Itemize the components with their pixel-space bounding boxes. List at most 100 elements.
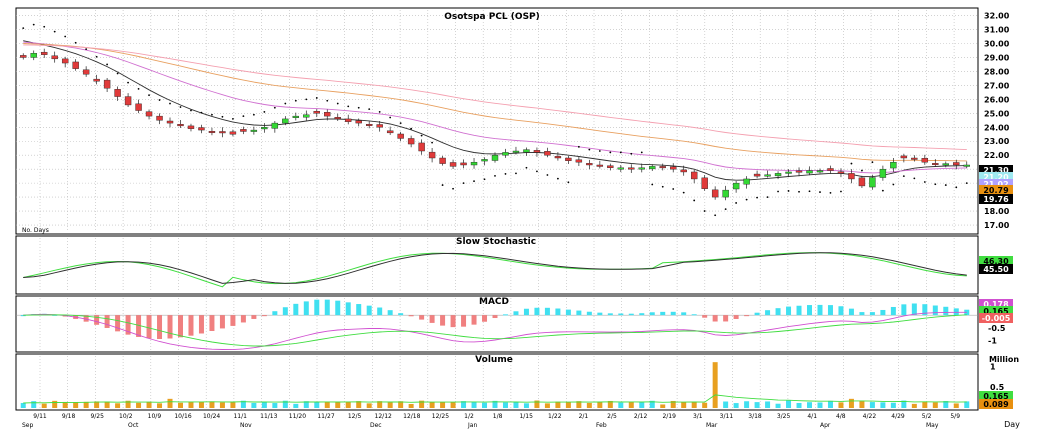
candle-body (953, 162, 960, 166)
macd-histogram-bar (597, 312, 603, 316)
volume-bar (765, 401, 771, 408)
volume-bar (482, 402, 488, 408)
sar-dot (787, 190, 790, 192)
sar-dot (74, 41, 77, 44)
macd-histogram-bar (848, 308, 854, 316)
candle-body (827, 168, 834, 171)
macd-title: MACD (479, 297, 509, 307)
macd-histogram-bar (125, 315, 131, 335)
sar-dot (630, 152, 633, 155)
price-axis-tick-label: 22.00 (984, 151, 1010, 160)
sar-dot (127, 81, 129, 84)
price-last-value-tag-text: 21.30 (983, 166, 1009, 175)
sar-dot (389, 116, 392, 119)
volume-bar (513, 402, 519, 408)
sar-dot (32, 23, 35, 26)
volume-bar (555, 401, 561, 408)
stochastic-panel (15, 235, 979, 295)
x-axis-date-label: 1/15 (519, 413, 533, 420)
macd-histogram-bar (146, 315, 152, 339)
macd-histogram-bar (586, 311, 592, 316)
volume-bar (744, 401, 750, 408)
volume-bar (702, 402, 708, 408)
macd-histogram-bar (482, 315, 488, 322)
sar-dot (777, 190, 779, 193)
x-axis-date-label: 9/25 (90, 413, 104, 420)
volume-average-line (23, 394, 967, 404)
volume-bar (964, 401, 970, 408)
price-axis-tick-label: 17.00 (984, 221, 1010, 230)
sar-dot (399, 122, 402, 124)
macd-line (23, 311, 967, 351)
macd-histogram-bar (639, 313, 645, 316)
macd-histogram-bar (261, 315, 267, 317)
volume-bar (261, 401, 267, 408)
macd-histogram-bar (314, 299, 320, 316)
candle-body (72, 61, 79, 69)
macd-histogram-bar (565, 309, 571, 316)
volume-bar (586, 402, 592, 408)
volume-bar (335, 402, 341, 408)
macd-histogram-bar (712, 315, 718, 322)
x-axis-date-label: 10/9 (148, 413, 162, 420)
volume-axis-tick-label: 0.5 (990, 383, 1005, 392)
macd-histogram-bar (230, 315, 236, 326)
macd-histogram-bar (419, 315, 425, 320)
x-axis-date-label: 2/12 (634, 413, 648, 420)
volume-bar (20, 403, 26, 408)
macd-axis-tick-label: -1 (988, 336, 997, 345)
volume-bar (167, 398, 173, 408)
x-axis-date-label: 10/16 (174, 413, 191, 420)
sar-dot (525, 166, 528, 169)
macd-histogram-bar (807, 305, 813, 316)
candle-body (575, 159, 583, 163)
macd-histogram-bar (104, 315, 110, 328)
sar-dot (557, 177, 559, 180)
volume-bar (41, 403, 47, 408)
macd-histogram-bar (754, 312, 760, 316)
x-axis-date-label: 12/25 (432, 413, 449, 420)
volume-bar (440, 402, 446, 408)
macd-histogram-bar (177, 315, 183, 338)
candle-body (439, 157, 446, 164)
stochastic-title: Slow Stochastic (456, 237, 536, 247)
sar-dot (263, 111, 266, 113)
candle-body (460, 162, 467, 166)
x-axis-date-label: 3/18 (748, 413, 762, 420)
sar-dot (850, 162, 853, 165)
macd-histogram-bar (408, 315, 414, 317)
candle-body (670, 166, 677, 170)
candle-body (806, 170, 813, 174)
volume-axis-tick-label: 1 (990, 362, 996, 371)
volume-bar (377, 401, 383, 408)
candle-body (533, 150, 541, 153)
candle-body (240, 129, 247, 132)
candle-body (334, 117, 341, 120)
sar-dot (420, 134, 423, 137)
sar-dot (661, 185, 664, 188)
sar-dot (221, 115, 224, 118)
candle-body (208, 130, 216, 133)
macd-histogram-bar (649, 312, 655, 316)
x-axis-date-label: 2/1 (579, 413, 589, 420)
x-unit-label: Day (1004, 420, 1020, 429)
candle-body (586, 163, 593, 166)
sar-dot (955, 186, 958, 189)
candle-body (365, 124, 373, 126)
price-last-value-tag (979, 185, 1013, 195)
sar-dot (944, 184, 947, 186)
volume-bar (670, 400, 676, 408)
candle-body (355, 120, 362, 124)
candle-body (879, 168, 887, 178)
volume-bar (932, 402, 938, 408)
candle-body (20, 55, 27, 58)
x-axis-date-label: 4/1 (807, 413, 817, 420)
price-last-value-tag-text: 20.79 (983, 186, 1009, 195)
sar-dot (766, 196, 769, 198)
macd-histogram-bar (796, 305, 802, 316)
candle-body (397, 133, 404, 139)
volume-bar (146, 401, 152, 408)
sar-dot (672, 188, 675, 190)
sar-dot (756, 196, 758, 199)
price-last-value-tag (979, 172, 1013, 182)
